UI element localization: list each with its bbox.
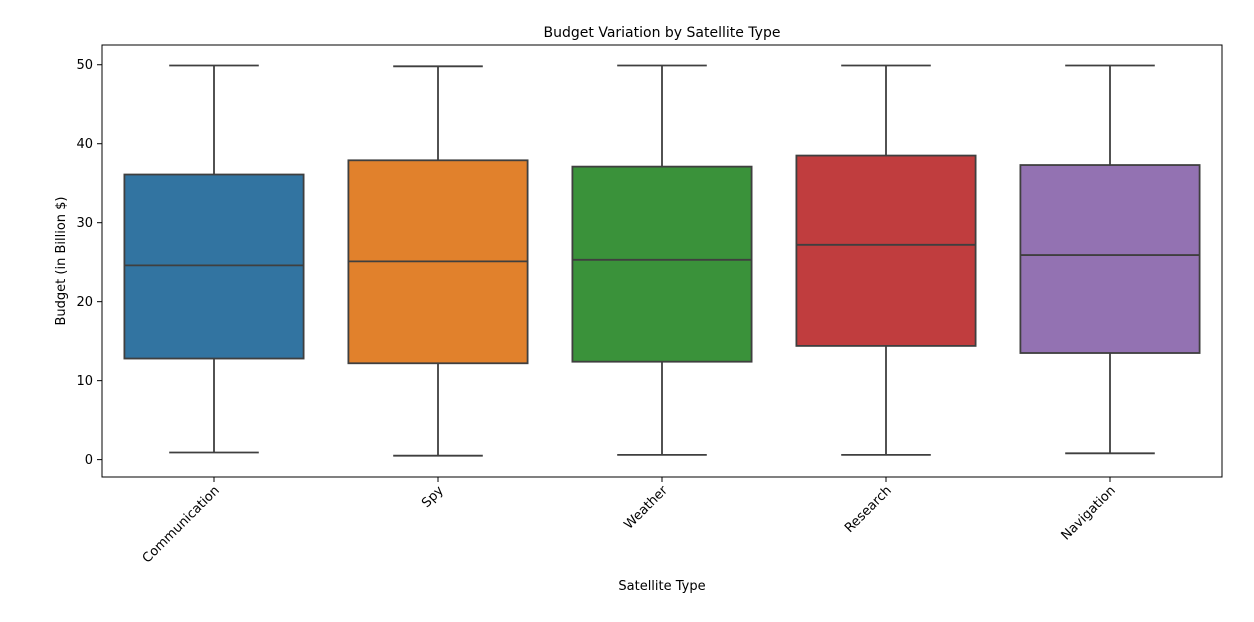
x-tick-label: Spy — [419, 483, 447, 511]
y-axis-label: Budget (in Billion $) — [54, 197, 69, 326]
y-tick-label: 40 — [76, 137, 93, 152]
y-axis: 0 10 20 30 40 50 — [76, 58, 102, 468]
box-spy — [347, 65, 529, 457]
y-tick-label: 10 — [76, 374, 93, 389]
iqr-box — [1019, 164, 1201, 354]
chart-title: Budget Variation by Satellite Type — [544, 25, 781, 41]
iqr-box — [571, 165, 753, 363]
y-tick-label: 30 — [76, 216, 93, 231]
x-tick-label: Navigation — [1059, 483, 1119, 543]
plot-area — [123, 64, 1201, 457]
y-tick-label: 20 — [76, 295, 93, 310]
x-axis-label: Satellite Type — [618, 579, 705, 594]
box-communication — [123, 64, 305, 454]
iqr-box — [795, 154, 977, 347]
box-weather — [571, 64, 753, 456]
x-tick-label: Research — [842, 483, 895, 536]
y-tick-label: 50 — [76, 58, 93, 73]
x-tick-label: Weather — [622, 483, 672, 533]
iqr-box — [123, 173, 305, 360]
x-tick-label: Communication — [140, 483, 223, 566]
x-axis: Communication Spy Weather Research Navigatio… — [140, 477, 1119, 566]
box-navigation — [1019, 64, 1201, 455]
y-tick-label: 0 — [85, 453, 93, 468]
box-research — [795, 64, 977, 456]
